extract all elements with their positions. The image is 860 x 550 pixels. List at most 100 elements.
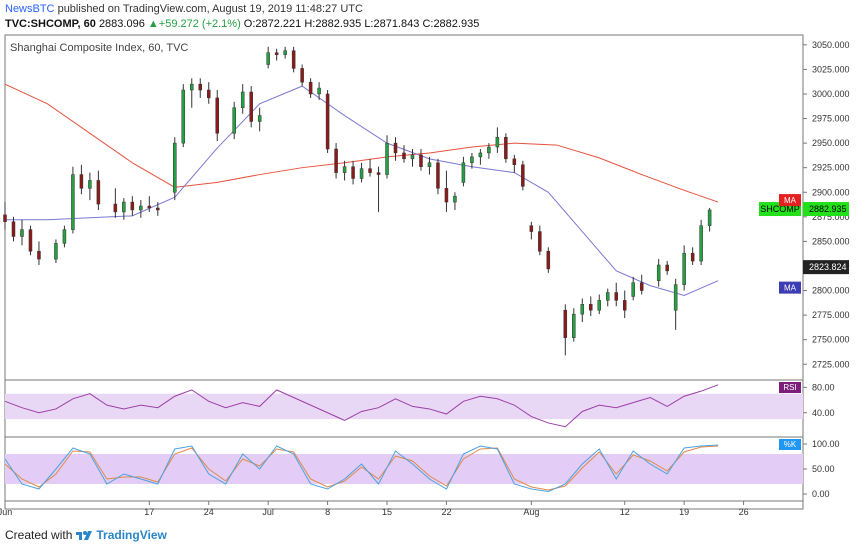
candle-body: [385, 142, 389, 175]
up-triangle-icon: ▲: [147, 18, 159, 30]
candle-body: [631, 282, 635, 297]
footer: Created with TradingView: [5, 528, 167, 542]
candle-body: [614, 292, 618, 301]
rsi-tick-label: 80.00: [812, 382, 835, 392]
candle-body: [589, 304, 593, 311]
candle-body: [656, 264, 661, 281]
candle-body: [529, 225, 534, 232]
candle-body: [300, 68, 304, 83]
ma-fast-tag-label: MA: [784, 284, 797, 293]
time-tick-label: 17: [144, 507, 154, 517]
price-tick-label: 3050.000: [812, 40, 850, 50]
candle-body: [37, 250, 41, 260]
candle-body: [504, 136, 508, 160]
ohlc-line: TVC:SHCOMP, 60 2883.096 ▲+59.272 (+2.1%)…: [5, 18, 479, 30]
candle-body: [139, 205, 143, 211]
time-tick-label: 24: [204, 507, 214, 517]
high-value: H:2882.935: [304, 18, 362, 30]
stoch-k-line: [4, 444, 719, 493]
price-tick-label: 2750.000: [812, 335, 850, 345]
candle-body: [376, 172, 381, 175]
rsi-line: [4, 384, 719, 428]
price-change: +59.272 (+2.1%): [158, 18, 241, 30]
ticker-label: TVC:SHCOMP, 60: [5, 18, 96, 30]
candle-body: [427, 162, 432, 167]
candle-body: [147, 205, 152, 209]
low-value: L:2871.843: [364, 18, 420, 30]
candle-body: [274, 52, 279, 55]
candle-body: [54, 243, 58, 260]
candle-body: [495, 136, 500, 148]
candle-body: [597, 300, 602, 311]
chart-canvas[interactable]: Shanghai Composite Index, 60, TVC 3050.00…: [0, 33, 860, 523]
candle-body: [682, 252, 686, 285]
candle-body: [359, 168, 364, 179]
ma-slow-tag-label-bg: [779, 194, 801, 207]
candle-body: [487, 146, 491, 154]
candle-body: [673, 284, 678, 311]
rsi-tag-bg: [779, 382, 801, 393]
last-price-value: 2882.935: [809, 204, 847, 214]
level-value-bg: [803, 260, 849, 275]
candle-body: [690, 252, 695, 262]
time-tick-label: 26: [739, 507, 749, 517]
candle-body: [291, 50, 296, 69]
candle-body: [206, 89, 211, 99]
candle-body: [622, 300, 627, 311]
candle-body: [308, 81, 313, 95]
candle-body: [605, 292, 610, 301]
candle-body: [122, 201, 126, 213]
candle-body: [130, 201, 135, 211]
time-tick-label: 15: [382, 507, 392, 517]
stoch-tick-label: 0.00: [812, 489, 830, 499]
ma-fast-line: [5, 85, 719, 296]
candle-body: [71, 174, 75, 230]
stoch-d-line: [4, 445, 719, 491]
candle-body: [79, 174, 84, 189]
candle-body: [580, 304, 585, 315]
candle-body: [173, 142, 177, 193]
created-with-text: Created with: [5, 528, 73, 542]
rsi-tick-label: 40.00: [812, 408, 835, 418]
ma-fast-tag-label-bg: [779, 281, 801, 294]
candle-body: [181, 89, 186, 144]
price-tick-label: 2875.000: [812, 212, 850, 222]
candle-body: [317, 87, 321, 95]
last-price-value-bg: [803, 202, 849, 217]
candle-body: [283, 50, 287, 55]
time-tick-label: 12: [620, 507, 630, 517]
price-tick-label: 2850.000: [812, 236, 850, 246]
candle-body: [393, 142, 398, 154]
candle-body: [156, 207, 160, 211]
tradingview-logo-icon: [76, 531, 93, 540]
publish-line: NewsBTC published on TradingView.com, Au…: [5, 3, 363, 15]
level-value: 2823.824: [809, 262, 847, 272]
tradingview-brand[interactable]: TradingView: [96, 528, 167, 542]
candle-body: [410, 154, 415, 160]
rsi-tag-label: RSI: [783, 383, 796, 392]
candle-body: [198, 83, 203, 91]
candle-body: [436, 162, 440, 189]
candle-body: [215, 97, 219, 134]
candle-body: [512, 158, 517, 165]
author-link[interactable]: NewsBTC: [5, 3, 55, 15]
candle-body: [96, 180, 101, 205]
candle-body: [325, 93, 330, 150]
time-tick-label: 22: [441, 507, 451, 517]
candle-body: [419, 154, 423, 167]
candle-body: [639, 282, 644, 291]
candle-body: [3, 214, 7, 222]
candle-body: [402, 152, 406, 160]
price-tick-label: 3025.000: [812, 64, 850, 74]
candle-body: [190, 83, 194, 91]
candle-body: [257, 115, 262, 122]
candle-body: [20, 229, 24, 237]
candle-body: [665, 264, 669, 272]
candle-body: [342, 166, 347, 173]
candle-body: [478, 152, 483, 158]
price-tick-label: 3000.000: [812, 89, 850, 99]
candle-body: [707, 209, 712, 226]
stoch-tick-label: 100.00: [812, 439, 840, 449]
candle-body: [521, 164, 525, 187]
ma-slow-tag-label: MA: [784, 196, 797, 205]
